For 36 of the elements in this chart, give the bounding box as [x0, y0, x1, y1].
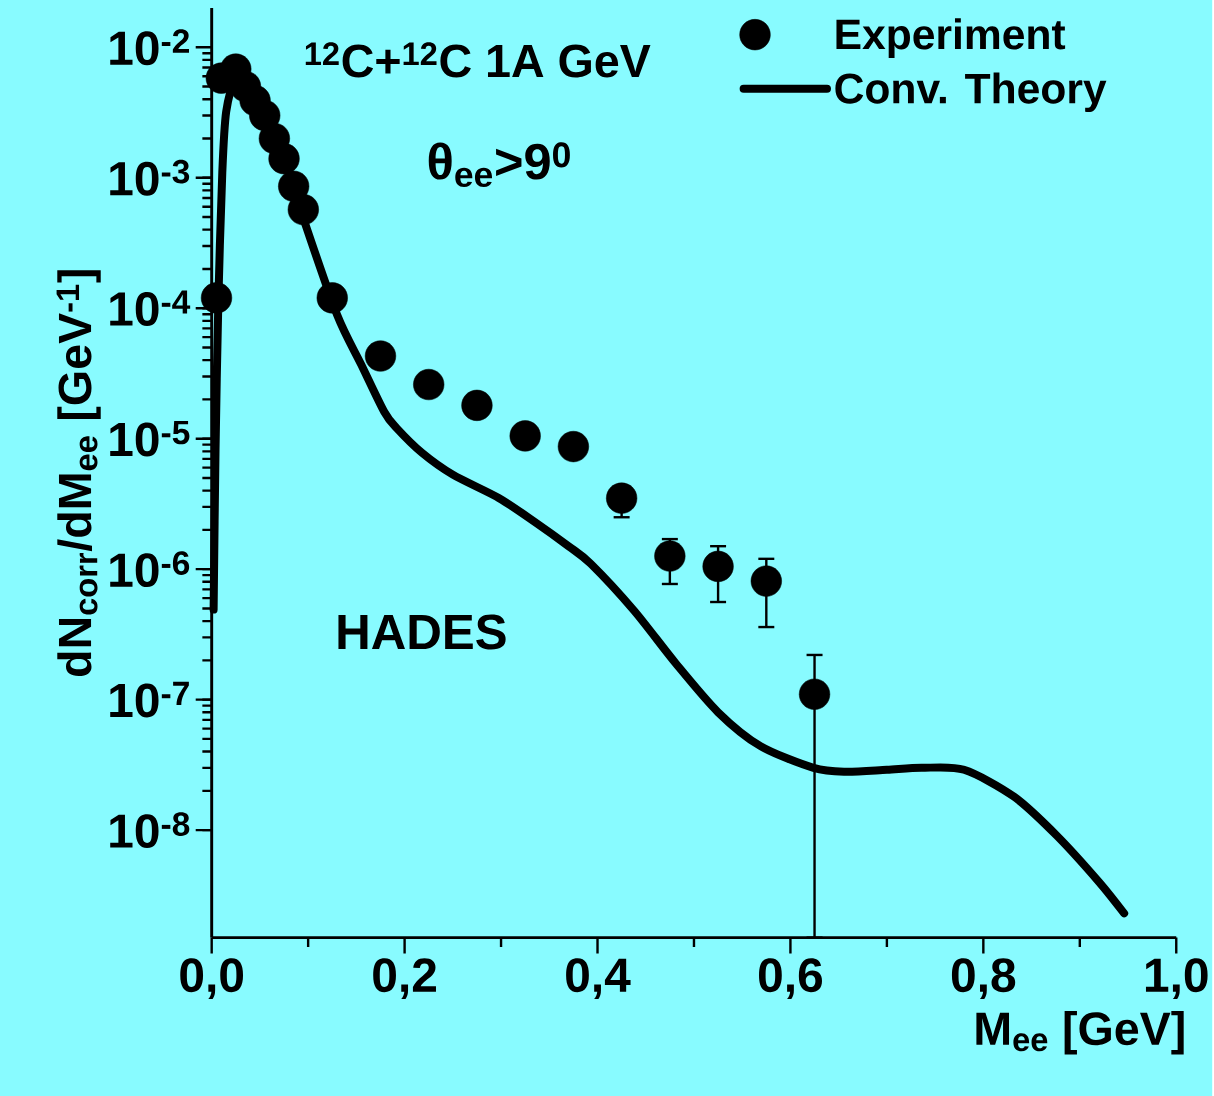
y-tick-label: 10$^{-3}$	[110, 159, 190, 196]
annotation: $^{12}$C+$^{12}$C 1A GeV	[305, 42, 651, 78]
legend-label: Experiment	[836, 18, 1066, 58]
y-tick-label: 10$^{-7}$	[110, 681, 189, 718]
point	[557, 430, 589, 462]
x-tick-label: 0,4	[566, 958, 631, 999]
point	[654, 540, 686, 572]
point	[750, 565, 782, 597]
point	[461, 389, 493, 421]
point	[702, 550, 734, 582]
y-tick-label: 10$^{-6}$	[110, 551, 190, 587]
point	[249, 99, 281, 131]
y-axis-title: dN$_{corr}$/dM$_{ee}$ [GeV$^{-1}$]	[56, 270, 101, 676]
point	[798, 678, 831, 710]
point	[287, 193, 319, 225]
point	[268, 142, 300, 175]
x-tick-label: 0,6	[759, 958, 822, 999]
legend-label: Conv. Theory	[835, 72, 1107, 112]
x-tick-label: 0,8	[951, 958, 1016, 999]
x-tick-label: 0,0	[180, 958, 244, 999]
point	[509, 420, 541, 452]
x-axis-title: M$_{ee}$ [GeV]	[976, 1010, 1184, 1055]
point	[316, 282, 348, 314]
annotation: HADES	[338, 614, 506, 650]
x-tick-label: 1,0	[1145, 958, 1208, 999]
y-tick-label: 10$^{-4}$	[110, 290, 191, 326]
y-tick-label: 10$^{-5}$	[110, 420, 190, 457]
point	[413, 368, 445, 400]
annotation: θ$_{ee}$>9$^{0}$	[428, 142, 570, 187]
point	[606, 482, 638, 514]
y-tick-label: 10$^{-8}$	[110, 811, 190, 848]
point	[364, 340, 397, 372]
point	[278, 170, 310, 202]
point	[200, 282, 233, 314]
y-tick-label: 10$^{-2}$	[110, 29, 189, 66]
x-tick-label: 0,2	[373, 958, 436, 999]
